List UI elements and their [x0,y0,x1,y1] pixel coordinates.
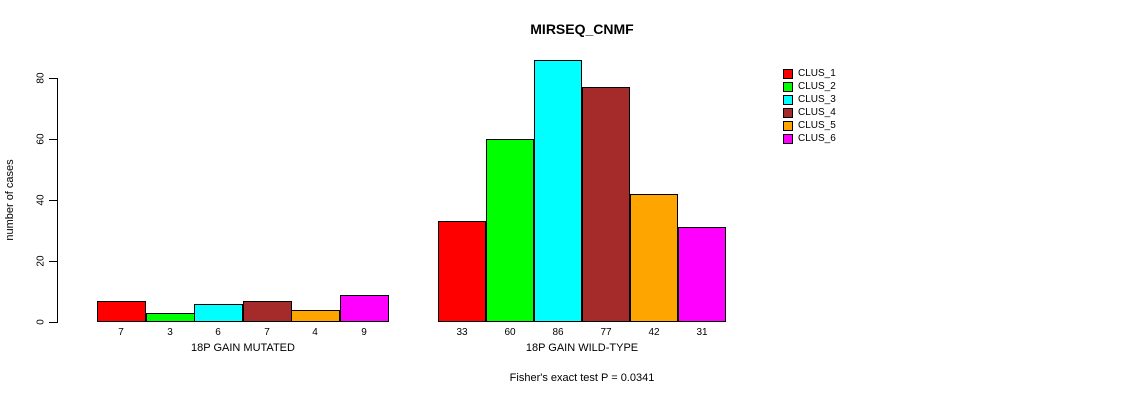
y-tick-label: 60 [35,133,47,145]
y-axis-line [57,78,58,323]
x-group-label: 18P GAIN MUTATED [191,342,295,354]
bar-clus_3 [194,304,243,322]
legend-label: CLUS_1 [798,68,836,79]
y-tick-label: 40 [35,194,47,206]
legend-entry-clus_1: CLUS_1 [783,67,836,80]
legend-swatch-icon [783,133,793,144]
bar-value-label: 6 [215,327,221,338]
y-tick-mark [49,322,57,323]
legend-entry-clus_6: CLUS_6 [783,132,836,145]
fisher-test-annotation: Fisher's exact test P = 0.0341 [509,372,655,384]
y-tick-label: 0 [35,319,47,325]
bar-clus_5 [291,310,340,322]
bar-clus_2 [146,313,195,322]
bar-value-label: 42 [648,327,660,338]
legend-swatch-icon [783,107,793,118]
legend-entry-clus_4: CLUS_4 [783,106,836,119]
legend-entry-clus_2: CLUS_2 [783,80,836,93]
legend-swatch-icon [783,81,793,92]
bar-value-label: 86 [552,327,564,338]
bar-clus_1 [438,221,486,322]
bar-value-label: 33 [456,327,468,338]
legend-swatch-icon [783,68,793,79]
bar-value-label: 31 [696,327,708,338]
bar-value-label: 7 [264,327,270,338]
y-tick-mark [49,200,57,201]
bar-value-label: 3 [167,327,173,338]
x-group-label: 18P GAIN WILD-TYPE [525,342,639,354]
legend-label: CLUS_2 [798,81,836,92]
legend-label: CLUS_6 [798,133,836,144]
y-tick-mark [49,78,57,79]
bar-value-label: 7 [118,327,124,338]
legend-label: CLUS_5 [798,120,836,131]
y-axis-label: number of cases [4,159,16,241]
legend-entry-clus_5: CLUS_5 [783,119,836,132]
legend-label: CLUS_4 [798,107,836,118]
bar-value-label: 77 [600,327,612,338]
y-tick-label: 80 [35,72,47,84]
bar-clus_4 [243,301,292,322]
bar-clus_1 [97,301,146,322]
legend-swatch-icon [783,94,793,105]
legend-swatch-icon [783,120,793,131]
y-tick-mark [49,261,57,262]
bar-clus_2 [486,139,534,322]
bar-clus_4 [582,87,630,322]
y-tick-label: 20 [35,255,47,267]
bar-clus_3 [534,60,582,322]
bar-value-label: 4 [312,327,318,338]
legend-entry-clus_3: CLUS_3 [783,93,836,106]
bar-clus_6 [678,227,726,322]
bar-value-label: 60 [504,327,516,338]
chart-title: MIRSEQ_CNMF [530,21,634,37]
legend-label: CLUS_3 [798,94,836,105]
bar-value-label: 9 [361,327,367,338]
bar-clus_5 [630,194,678,322]
y-tick-mark [49,139,57,140]
bar-clus_6 [340,295,389,322]
